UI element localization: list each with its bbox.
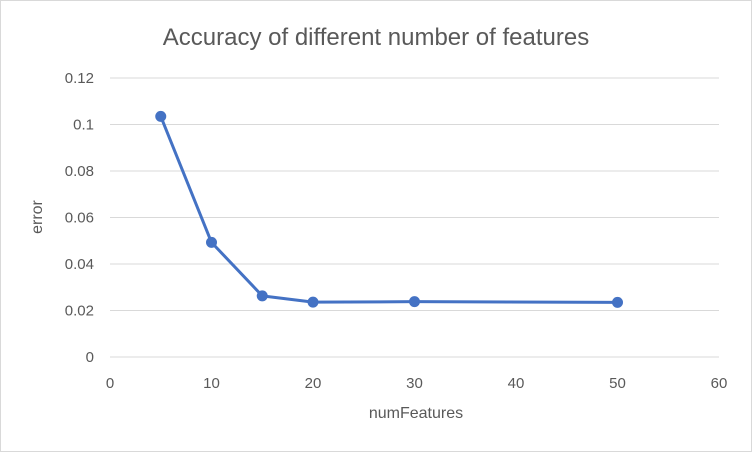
data-point	[612, 296, 623, 308]
x-tick-label: 50	[609, 375, 626, 392]
y-tick-label: 0	[86, 349, 94, 366]
data-point	[307, 296, 319, 308]
data-point	[155, 110, 167, 122]
x-axis-label: numFeatures	[369, 405, 463, 422]
y-axis-tick-labels: 0 0.02 0.04 0.06 0.08 0.1 0.12	[65, 70, 94, 366]
y-tick-label: 0.12	[65, 70, 94, 87]
series-line	[159, 115, 618, 304]
x-tick-label: 30	[406, 375, 423, 392]
data-point	[409, 296, 420, 308]
y-axis-label: error	[29, 199, 46, 233]
x-tick-label: 60	[711, 375, 728, 392]
x-tick-label: 0	[106, 375, 114, 392]
gridlines	[110, 77, 719, 358]
y-tick-label: 0.02	[65, 303, 94, 320]
x-tick-label: 40	[508, 375, 525, 392]
data-series	[155, 110, 623, 308]
x-axis-tick-labels: 0 10 20 30 40 50 60	[106, 375, 728, 392]
x-tick-label: 10	[203, 375, 220, 392]
data-point	[206, 236, 217, 248]
y-tick-label: 0.1	[73, 117, 94, 134]
chart-title: Accuracy of different number of features	[163, 24, 589, 51]
y-tick-label: 0.04	[65, 256, 94, 273]
y-tick-label: 0.08	[65, 163, 94, 180]
x-tick-label: 20	[305, 375, 322, 392]
data-point	[256, 290, 268, 302]
y-tick-label: 0.06	[65, 210, 94, 227]
